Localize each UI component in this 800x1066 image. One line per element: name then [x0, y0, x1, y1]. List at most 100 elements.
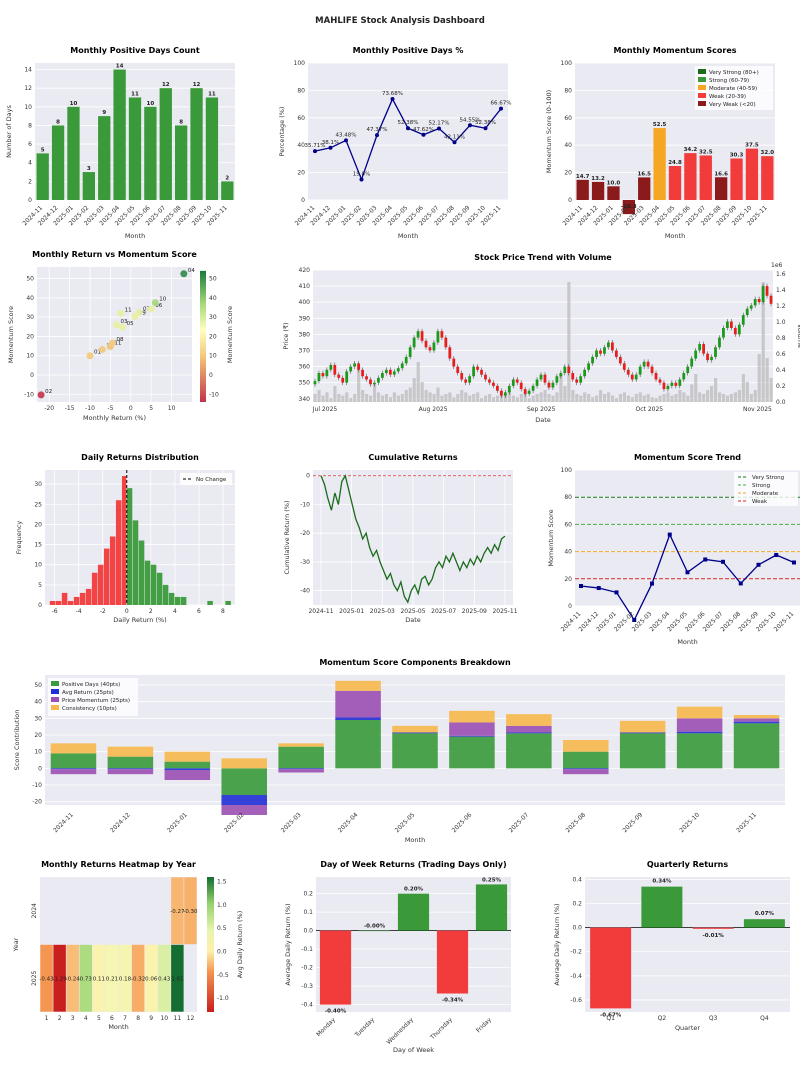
bar: [51, 125, 65, 200]
candle: [361, 369, 364, 377]
stack-segment: [50, 743, 97, 754]
x-tick-label: 2025-09: [462, 608, 487, 615]
volume-bar: [380, 395, 385, 402]
volume-bar: [654, 398, 658, 402]
x-tick-label: 11: [174, 1015, 182, 1022]
point: [180, 270, 188, 278]
bar: [590, 927, 632, 1009]
legend-label: Positive Days (40pts): [62, 682, 120, 688]
volume-bar: [424, 390, 428, 402]
heatmap-cell: [184, 944, 197, 1012]
x-axis-label: Month: [125, 232, 145, 240]
cell-label: 0.73: [80, 976, 93, 982]
candle: [638, 366, 642, 375]
volume-bar: [353, 394, 357, 402]
candle: [448, 347, 452, 359]
stack-segment: [50, 753, 97, 769]
y-tick-label: 100: [561, 60, 573, 67]
stack-segment: [449, 710, 495, 723]
point: [468, 123, 472, 128]
y-tick-label: 100: [561, 467, 573, 474]
candle: [472, 366, 475, 377]
candle: [468, 376, 472, 383]
heatmap-cell: [105, 944, 119, 1012]
data-label: 10.0: [607, 180, 621, 186]
volume-bar: [369, 395, 373, 402]
x-tick-label: 2025-05: [400, 608, 425, 615]
volume-bar: [662, 394, 666, 402]
candle: [614, 350, 618, 357]
candle: [539, 374, 543, 380]
candle: [607, 342, 610, 348]
y-tick-label: 2: [28, 178, 32, 185]
candle: [535, 379, 539, 386]
point: [792, 560, 796, 565]
candle: [377, 377, 380, 383]
point: [117, 309, 125, 317]
stack-segment: [733, 715, 780, 719]
x-tick-label: Jul 2025: [312, 406, 338, 413]
volume-bar: [694, 374, 698, 402]
bar: [641, 886, 683, 928]
y-tick-label: -30: [300, 559, 310, 566]
volume-bar: [602, 394, 607, 402]
colorbar-tick: 20: [209, 333, 217, 340]
colorbar-tick: 1.5: [217, 879, 227, 886]
volume-bar: [563, 386, 567, 402]
volume-bar: [626, 395, 630, 402]
volume-bar: [555, 392, 559, 402]
chart-daily-returns-hist: Daily Returns Distribution Daily Return (…: [15, 453, 235, 624]
y-tick-label: 0.0: [303, 928, 313, 935]
y-tick-label: -0.3: [301, 983, 313, 990]
stack-segment: [449, 735, 495, 737]
volume-bar: [448, 392, 452, 402]
x-tick-label: 9: [149, 1015, 153, 1022]
bar: [205, 97, 219, 200]
y-tick-label: 40: [564, 142, 572, 149]
volume-bar: [583, 392, 587, 402]
stack-segment: [676, 718, 723, 732]
volume-bar: [710, 386, 714, 402]
legend-swatch: [698, 77, 706, 82]
volume-bar: [388, 397, 393, 402]
y-tick-label: 60: [564, 115, 572, 122]
legend-label: Avg Return (25pts): [62, 690, 114, 696]
legend-label: Weak (20-39): [709, 94, 746, 100]
heatmap-cell: [131, 944, 145, 1012]
candle: [384, 369, 388, 374]
legend-swatch: [698, 69, 706, 74]
y-tick-label: 390: [299, 315, 311, 322]
legend-label: Very Weak (<20): [709, 102, 756, 108]
candle: [710, 356, 713, 361]
y-tick-label: 370: [299, 347, 311, 354]
x-tick-label: -2: [100, 608, 106, 615]
y-tick-label: 20: [26, 333, 34, 340]
y-tick-label: 20: [564, 170, 572, 177]
x-tick-label: 10: [160, 1015, 168, 1022]
candle: [654, 373, 658, 380]
x-tick-label: -15: [65, 405, 75, 412]
point: [344, 138, 348, 143]
y2-tick-label: 1.2: [776, 303, 786, 310]
hist-bar: [121, 476, 127, 605]
legend-label: Consistency (10pts): [62, 706, 117, 712]
y-tick-label: 10: [26, 353, 34, 360]
colorbar-label: Momentum Score: [226, 306, 234, 363]
x-tick-label: 2025-10: [678, 811, 701, 834]
point: [375, 133, 379, 138]
volume-bar: [745, 382, 749, 402]
candle: [436, 331, 440, 343]
data-label: -0.67%: [600, 1012, 622, 1018]
candle: [440, 331, 444, 338]
legend-swatch: [51, 681, 59, 686]
stack-segment: [278, 768, 324, 770]
x-tick-label: 4: [84, 1015, 88, 1022]
candle: [392, 371, 396, 375]
point: [390, 97, 395, 102]
hist-bar: [126, 488, 133, 605]
point: [738, 581, 743, 586]
bar: [653, 128, 666, 200]
candle: [456, 366, 460, 374]
volume-bar: [329, 398, 333, 402]
stack-segment: [107, 756, 154, 769]
